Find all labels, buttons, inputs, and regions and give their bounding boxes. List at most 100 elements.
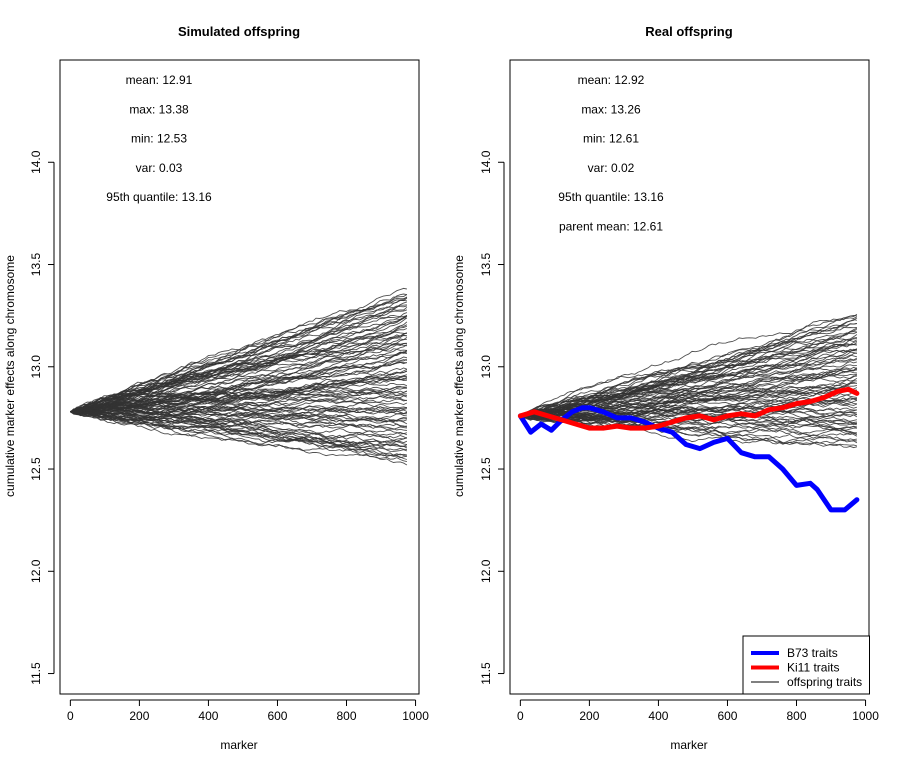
stat-annotation: 95th quantile: 13.16 [106, 190, 212, 204]
ki11-traits-line [517, 386, 860, 431]
x-tick-label: 200 [579, 709, 599, 723]
y-tick-label: 14.0 [29, 150, 43, 174]
y-axis-label: cumulative marker effects along chromoso… [3, 255, 17, 497]
offspring-line [520, 415, 857, 431]
offspring-line [70, 315, 407, 413]
offspring-line [70, 358, 408, 413]
offspring-line [520, 375, 857, 422]
stat-annotation: var: 0.03 [136, 161, 183, 175]
stat-annotation: mean: 12.92 [578, 73, 645, 87]
offspring-line [70, 411, 407, 457]
stats-annotations: mean: 12.92 max: 13.26 min: 12.61 var: 0.02… [558, 73, 664, 234]
offspring-line [70, 390, 407, 415]
real-offspring-panel: Real offspring 0 200 400 600 800 1000 11.5 12.… [452, 24, 879, 752]
y-tick-label: 11.5 [29, 662, 43, 685]
stat-annotation: 95th quantile: 13.16 [558, 190, 664, 204]
x-tick-label: 0 [517, 709, 524, 723]
stat-annotation: var: 0.02 [588, 161, 635, 175]
offspring-line [70, 411, 408, 424]
x-tick-label: 400 [198, 709, 218, 723]
offspring-line [70, 410, 407, 422]
offspring-line [70, 407, 407, 423]
x-tick-label: 0 [67, 709, 74, 723]
x-axis-label: marker [670, 738, 707, 752]
offspring-line [70, 297, 408, 413]
y-tick-label: 13.0 [29, 355, 43, 379]
legend-label: offspring traits [787, 675, 862, 689]
stat-annotation: max: 13.38 [129, 102, 189, 116]
y-axis-label: cumulative marker effects along chromoso… [452, 255, 466, 497]
real-offspring-lines [520, 313, 858, 449]
y-axis: 11.5 12.0 12.5 13.0 13.5 14.0 [479, 150, 505, 685]
offspring-line [70, 375, 408, 416]
y-tick-label: 12.5 [29, 457, 43, 481]
y-tick-label: 12.0 [479, 559, 493, 583]
plot-frame [59, 59, 420, 695]
offspring-line [520, 323, 857, 417]
offspring-line [520, 316, 858, 417]
offspring-line [520, 315, 857, 417]
x-axis: 0 200 400 600 800 1000 [517, 699, 879, 723]
offspring-line [70, 293, 407, 413]
offspring-line [520, 387, 857, 420]
legend-box [742, 635, 870, 695]
y-tick-label: 13.5 [479, 253, 493, 277]
stats-annotations: mean: 12.91 max: 13.38 min: 12.53 var: 0.03… [106, 73, 212, 204]
stat-annotation: parent mean: 12.61 [559, 220, 663, 234]
offspring-line [70, 348, 407, 413]
legend-label: Ki11 traits [787, 661, 839, 675]
b73-traits-line [517, 405, 860, 513]
y-axis: 11.5 12.0 12.5 13.0 13.5 14.0 [29, 150, 55, 685]
y-tick-label: 13.5 [29, 253, 43, 277]
y-tick-label: 12.5 [479, 457, 493, 481]
offspring-line [520, 326, 857, 418]
stat-annotation: mean: 12.91 [126, 73, 193, 87]
offspring-line [70, 332, 408, 415]
x-tick-label: 200 [129, 709, 149, 723]
x-tick-label: 600 [267, 709, 287, 723]
offspring-line [520, 384, 858, 417]
simulated-offspring-panel: Simulated offspring 0 200 400 600 800 1000 11… [3, 24, 429, 752]
chart-title: Simulated offspring [178, 24, 300, 39]
stat-annotation: min: 12.53 [131, 132, 187, 146]
offspring-line [520, 398, 857, 421]
x-tick-label: 1000 [852, 709, 879, 723]
y-tick-label: 12.0 [29, 559, 43, 583]
plot-frame [509, 59, 870, 695]
offspring-line [70, 407, 408, 447]
offspring-line [520, 313, 858, 417]
offspring-line [520, 373, 857, 423]
x-tick-label: 800 [336, 709, 356, 723]
offspring-line [70, 409, 408, 439]
offspring-line [70, 411, 408, 443]
legend-label: B73 traits [787, 646, 838, 660]
offspring-line [70, 411, 408, 425]
x-axis-label: marker [220, 738, 257, 752]
offspring-line [70, 315, 408, 413]
offspring-line [70, 395, 408, 418]
offspring-line [70, 301, 408, 413]
offspring-line [520, 354, 858, 417]
parent-lines [517, 386, 860, 513]
x-tick-label: 800 [786, 709, 806, 723]
offspring-line [70, 287, 407, 413]
offspring-line [70, 317, 408, 413]
simulated-offspring-lines [70, 287, 408, 466]
stat-annotation: min: 12.61 [583, 132, 639, 146]
offspring-line [70, 306, 408, 413]
x-tick-label: 600 [717, 709, 737, 723]
offspring-line [70, 294, 408, 413]
offspring-line [520, 410, 857, 423]
x-tick-label: 400 [648, 709, 668, 723]
y-tick-label: 13.0 [479, 355, 493, 379]
stat-annotation: max: 13.26 [581, 102, 641, 116]
y-tick-label: 14.0 [479, 150, 493, 174]
x-axis: 0 200 400 600 800 1000 [67, 699, 429, 723]
offspring-line [70, 332, 408, 413]
chart-title: Real offspring [645, 24, 732, 39]
offspring-line [520, 329, 858, 417]
y-tick-label: 11.5 [479, 662, 493, 685]
offspring-line [70, 361, 408, 414]
